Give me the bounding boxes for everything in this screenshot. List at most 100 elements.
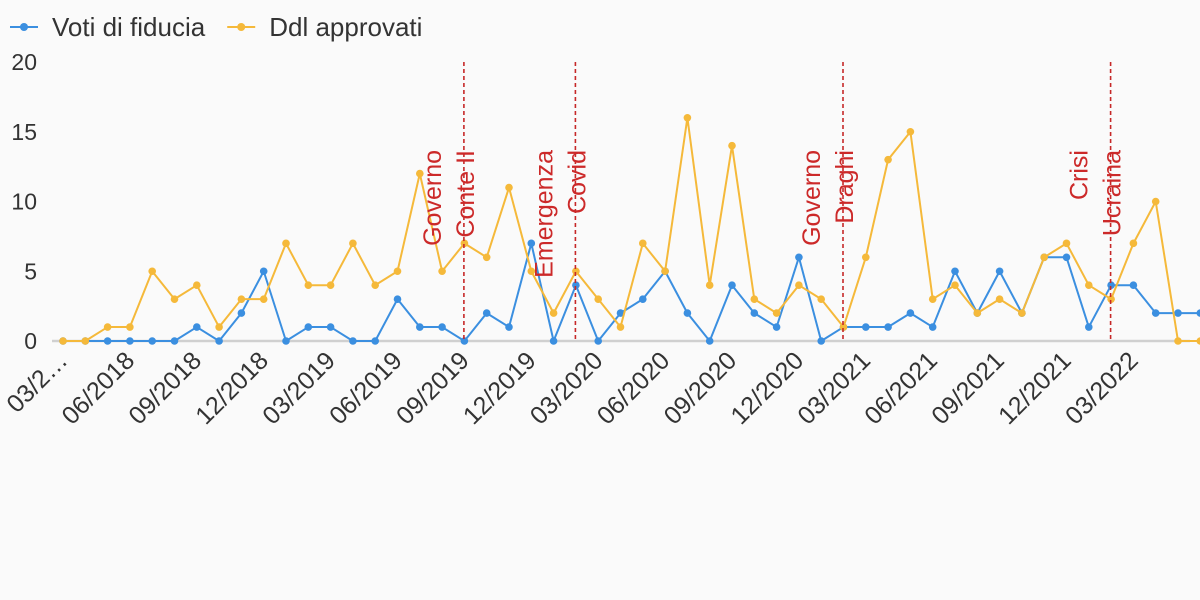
data-point [527,267,536,276]
data-point [1018,309,1026,317]
series-line [63,116,1200,342]
data-point [772,323,781,331]
data-point [126,337,134,345]
event-label: Draghi [831,150,859,224]
data-point [371,337,380,345]
event-annotation: Governo Conte II [419,62,480,341]
data-point [1062,239,1071,248]
data-point [1174,309,1182,317]
data-point [237,309,246,317]
data-point [795,253,803,262]
data-point [1151,309,1160,317]
x-axis: 03/2…06/201809/201812/201803/201906/2019… [1,346,1143,430]
x-tick-label: 09/2018 [123,346,207,430]
data-point [81,337,90,345]
x-tick-label: 06/2020 [592,346,676,430]
data-point [1062,253,1071,262]
x-tick-label: 12/2020 [725,346,809,430]
data-point [282,239,290,248]
x-tick-label: 03/2020 [525,346,609,430]
series-layer [59,114,1200,345]
data-point [460,337,469,345]
x-tick-label: 03/2021 [792,346,876,430]
data-point [839,323,848,331]
data-point [1151,197,1160,206]
x-tick-label: 12/2021 [993,346,1077,430]
series-2 [59,114,1200,345]
data-point [995,267,1004,276]
data-point [416,323,424,331]
data-point [639,295,647,303]
data-point [393,267,402,276]
event-label: Governo [419,150,447,246]
data-point [594,337,602,345]
data-point [1085,281,1093,290]
data-point [1196,337,1200,345]
data-point [549,337,558,345]
data-point [549,309,558,317]
legend-swatch-marker [20,23,28,31]
data-point [215,337,223,345]
data-point [505,323,513,331]
legend-item-2[interactable]: Ddl approvati [227,12,422,42]
series-1 [59,239,1200,345]
data-point [795,281,803,290]
data-point [170,295,179,303]
data-point [215,323,223,331]
y-tick-label: 0 [24,328,37,354]
x-tick-label: 12/2018 [190,346,274,430]
data-point [750,295,759,303]
data-point [193,323,201,331]
data-point [103,323,112,331]
data-point [995,295,1004,303]
data-point [728,141,736,150]
data-point [772,309,781,317]
data-point [326,323,335,331]
data-point [393,295,402,303]
data-point [1085,323,1093,331]
data-point [862,253,870,262]
x-tick-label: 06/2018 [56,346,140,430]
legend-label: Ddl approvati [269,12,422,42]
data-point [416,169,424,178]
data-point [817,337,825,345]
data-point [705,281,714,290]
data-point [884,323,892,331]
data-point [349,337,357,345]
x-tick-label: 09/2021 [926,346,1010,430]
x-tick-label: 06/2021 [859,346,943,430]
data-point [237,295,246,303]
data-point [572,267,580,276]
x-tick-label: 12/2019 [458,346,542,430]
data-point [683,309,692,317]
annotation-layer: Governo Conte II Emergenza Covid Governo Drag… [419,62,1127,341]
legend-swatch-marker [237,23,246,31]
y-tick-label: 5 [24,258,37,284]
data-point [862,323,870,331]
data-point [928,323,937,331]
event-annotation: Governo Draghi [798,62,859,341]
data-point [1129,239,1138,248]
data-point [460,239,469,248]
data-point [973,309,982,317]
x-tick-label: 06/2019 [324,346,408,430]
x-tick-label: 03/2019 [257,346,341,430]
event-annotation: Emergenza Covid [530,62,591,341]
y-tick-label: 20 [11,49,37,75]
data-point [750,309,759,317]
data-point [951,267,959,276]
data-point [505,183,513,192]
event-label: Conte II [452,150,480,238]
data-point [259,295,268,303]
series-line [63,242,1200,342]
data-point [1196,309,1200,317]
data-point [728,281,736,290]
data-point [304,281,313,290]
event-label: Emergenza [530,150,558,278]
data-point [639,239,647,248]
data-point [438,323,446,331]
data-point [438,267,446,276]
legend-item-1[interactable]: Voti di fiducia [10,12,206,42]
data-point [1174,337,1182,345]
